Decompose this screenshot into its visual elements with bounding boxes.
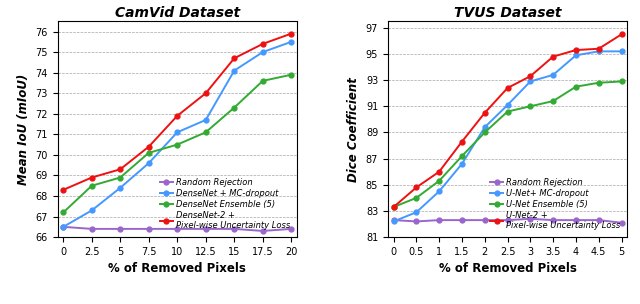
DenseNet Ensemble (5) [287, 73, 295, 77]
X-axis label: % of Removed Pixels: % of Removed Pixels [438, 262, 577, 275]
DenseNet + MC-dropout [230, 69, 238, 72]
U-Net-2 +
Pixel-wise Uncertainty Loss [595, 47, 602, 50]
DenseNet + MC-dropout [145, 161, 152, 165]
Random Rejection [413, 219, 420, 223]
Line: U-Net+ MC-dropout: U-Net+ MC-dropout [391, 49, 624, 224]
U-Net Ensemble (5) [527, 105, 534, 108]
Random Rejection [595, 218, 602, 222]
U-Net Ensemble (5) [458, 154, 466, 158]
Line: U-Net-2 +
Pixel-wise Uncertainty Loss: U-Net-2 + Pixel-wise Uncertainty Loss [391, 32, 624, 209]
Line: DenseNet Ensemble (5): DenseNet Ensemble (5) [61, 72, 294, 215]
U-Net Ensemble (5) [481, 131, 488, 134]
U-Net+ MC-dropout [413, 210, 420, 214]
Line: U-Net Ensemble (5): U-Net Ensemble (5) [391, 79, 624, 209]
Random Rejection [458, 218, 466, 222]
U-Net+ MC-dropout [435, 189, 443, 193]
DenseNet + MC-dropout [202, 118, 209, 122]
U-Net-2 +
Pixel-wise Uncertainty Loss [458, 140, 466, 143]
U-Net+ MC-dropout [572, 54, 580, 57]
U-Net-2 +
Pixel-wise Uncertainty Loss [413, 185, 420, 189]
DenseNet Ensemble (5) [145, 151, 152, 155]
Random Rejection [88, 227, 95, 231]
U-Net+ MC-dropout [595, 50, 602, 53]
U-Net Ensemble (5) [618, 80, 625, 83]
DenseNet Ensemble (5) [60, 211, 67, 214]
U-Net-2 +
Pixel-wise Uncertainty Loss [504, 86, 511, 90]
DenseNet Ensemble (5) [230, 106, 238, 109]
DenseNet + MC-dropout [173, 130, 181, 134]
Title: CamVid Dataset: CamVid Dataset [115, 6, 240, 20]
Random Rejection [259, 229, 267, 233]
U-Net+ MC-dropout [458, 162, 466, 166]
Legend: Random Rejection, DenseNet + MC-dropout, DenseNet Ensemble (5), DenseNet-2 +
Pix: Random Rejection, DenseNet + MC-dropout,… [157, 175, 292, 233]
Random Rejection [60, 225, 67, 229]
DenseNet-2 +
Pixel-wise Uncertainty Loss [259, 42, 267, 46]
Random Rejection [230, 227, 238, 231]
DenseNet Ensemble (5) [88, 184, 95, 188]
U-Net-2 +
Pixel-wise Uncertainty Loss [572, 48, 580, 52]
DenseNet Ensemble (5) [173, 143, 181, 147]
DenseNet Ensemble (5) [116, 176, 124, 179]
U-Net+ MC-dropout [549, 73, 557, 77]
U-Net-2 +
Pixel-wise Uncertainty Loss [390, 205, 397, 209]
U-Net Ensemble (5) [595, 81, 602, 85]
DenseNet + MC-dropout [60, 225, 67, 229]
Random Rejection [116, 227, 124, 231]
U-Net Ensemble (5) [390, 205, 397, 209]
U-Net+ MC-dropout [390, 219, 397, 223]
Random Rejection [549, 218, 557, 222]
Random Rejection [481, 218, 488, 222]
DenseNet + MC-dropout [287, 40, 295, 44]
U-Net-2 +
Pixel-wise Uncertainty Loss [549, 55, 557, 58]
U-Net+ MC-dropout [504, 103, 511, 107]
Random Rejection [618, 221, 625, 225]
DenseNet-2 +
Pixel-wise Uncertainty Loss [287, 32, 295, 36]
DenseNet Ensemble (5) [202, 130, 209, 134]
DenseNet-2 +
Pixel-wise Uncertainty Loss [173, 114, 181, 118]
Random Rejection [173, 227, 181, 231]
Line: Random Rejection: Random Rejection [61, 224, 294, 233]
U-Net Ensemble (5) [435, 179, 443, 183]
Y-axis label: Mean IoU (mIoU): Mean IoU (mIoU) [17, 74, 30, 185]
U-Net-2 +
Pixel-wise Uncertainty Loss [435, 170, 443, 174]
Line: Random Rejection: Random Rejection [391, 216, 624, 225]
Random Rejection [527, 217, 534, 221]
Title: TVUS Dataset: TVUS Dataset [454, 6, 561, 20]
U-Net+ MC-dropout [481, 126, 488, 129]
Random Rejection [287, 227, 295, 231]
DenseNet-2 +
Pixel-wise Uncertainty Loss [230, 57, 238, 60]
Line: DenseNet + MC-dropout: DenseNet + MC-dropout [61, 40, 294, 229]
DenseNet-2 +
Pixel-wise Uncertainty Loss [60, 188, 67, 192]
DenseNet-2 +
Pixel-wise Uncertainty Loss [88, 176, 95, 179]
Random Rejection [390, 218, 397, 222]
DenseNet-2 +
Pixel-wise Uncertainty Loss [116, 168, 124, 171]
U-Net Ensemble (5) [572, 85, 580, 88]
DenseNet + MC-dropout [116, 186, 124, 190]
DenseNet-2 +
Pixel-wise Uncertainty Loss [202, 92, 209, 95]
Y-axis label: Dice Coefficient: Dice Coefficient [348, 77, 360, 181]
Random Rejection [145, 227, 152, 231]
Random Rejection [435, 218, 443, 222]
Line: DenseNet-2 +
Pixel-wise Uncertainty Loss: DenseNet-2 + Pixel-wise Uncertainty Loss [61, 31, 294, 192]
X-axis label: % of Removed Pixels: % of Removed Pixels [108, 262, 246, 275]
U-Net Ensemble (5) [413, 196, 420, 200]
U-Net+ MC-dropout [618, 50, 625, 53]
Random Rejection [202, 227, 209, 231]
DenseNet + MC-dropout [259, 50, 267, 54]
Random Rejection [572, 218, 580, 222]
U-Net-2 +
Pixel-wise Uncertainty Loss [618, 33, 625, 36]
DenseNet + MC-dropout [88, 209, 95, 212]
DenseNet-2 +
Pixel-wise Uncertainty Loss [145, 145, 152, 148]
U-Net Ensemble (5) [549, 99, 557, 103]
Legend: Random Rejection, U-Net+ MC-dropout, U-Net Ensemble (5), U-Net-2 +
Pixel-wise Un: Random Rejection, U-Net+ MC-dropout, U-N… [488, 175, 623, 233]
U-Net-2 +
Pixel-wise Uncertainty Loss [481, 111, 488, 115]
U-Net Ensemble (5) [504, 110, 511, 113]
U-Net+ MC-dropout [527, 80, 534, 83]
U-Net-2 +
Pixel-wise Uncertainty Loss [527, 74, 534, 78]
Random Rejection [504, 218, 511, 222]
DenseNet Ensemble (5) [259, 79, 267, 83]
